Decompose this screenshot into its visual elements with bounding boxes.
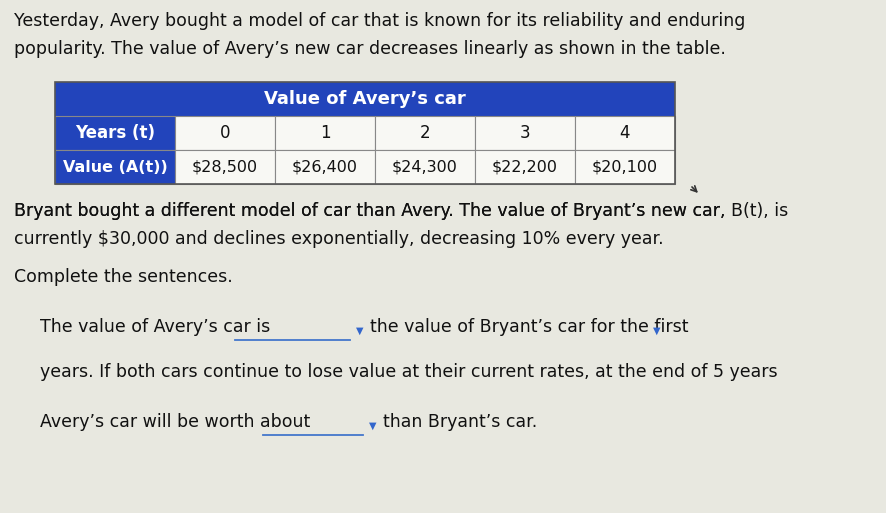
- Bar: [275, 150, 375, 184]
- Text: Yesterday, Avery bought a model of car that is known for its reliability and end: Yesterday, Avery bought a model of car t…: [14, 12, 744, 30]
- Text: Bryant bought a different model of car than Avery. The value of Bryant’s new car: Bryant bought a different model of car t…: [14, 202, 730, 220]
- Text: years. If both cars continue to lose value at their current rates, at the end of: years. If both cars continue to lose val…: [40, 363, 777, 381]
- Text: Bryant bought a different model of car than Avery. The value of Bryant’s new car: Bryant bought a different model of car t…: [14, 202, 730, 220]
- Bar: [574, 150, 674, 184]
- Text: The value of Avery’s car is: The value of Avery’s car is: [40, 318, 270, 336]
- Text: Bryant bought a different model of car than Avery. The value of Bryant’s new car: Bryant bought a different model of car t…: [14, 202, 788, 220]
- Bar: [55, 82, 674, 184]
- Text: 1: 1: [319, 124, 330, 142]
- Text: the value of Bryant’s car for the first: the value of Bryant’s car for the first: [369, 318, 688, 336]
- Text: 4: 4: [619, 124, 630, 142]
- Bar: [55, 150, 175, 184]
- Bar: [574, 116, 674, 150]
- Text: 0: 0: [220, 124, 230, 142]
- Text: ▼: ▼: [369, 421, 376, 431]
- Text: Avery’s car will be worth about: Avery’s car will be worth about: [40, 413, 310, 431]
- Text: ▼: ▼: [652, 326, 660, 336]
- Bar: [175, 116, 275, 150]
- Text: Value (A(t)): Value (A(t)): [63, 160, 167, 174]
- Text: Complete the sentences.: Complete the sentences.: [14, 268, 232, 286]
- Text: popularity. The value of Avery’s new car decreases linearly as shown in the tabl: popularity. The value of Avery’s new car…: [14, 40, 725, 58]
- Bar: [475, 116, 574, 150]
- Text: 3: 3: [519, 124, 530, 142]
- Text: Value of Avery’s car: Value of Avery’s car: [264, 90, 465, 108]
- Text: currently $30,000 and declines exponentially, decreasing 10% every year.: currently $30,000 and declines exponenti…: [14, 230, 663, 248]
- Bar: [175, 150, 275, 184]
- Bar: [55, 82, 674, 116]
- Text: Years (t): Years (t): [75, 124, 155, 142]
- Text: $24,300: $24,300: [392, 160, 457, 174]
- Bar: [475, 150, 574, 184]
- Text: $22,200: $22,200: [492, 160, 557, 174]
- Text: $26,400: $26,400: [291, 160, 358, 174]
- Text: 2: 2: [419, 124, 430, 142]
- Text: $20,100: $20,100: [591, 160, 657, 174]
- Bar: [375, 150, 475, 184]
- Text: than Bryant’s car.: than Bryant’s car.: [383, 413, 537, 431]
- Bar: [275, 116, 375, 150]
- Text: $28,500: $28,500: [191, 160, 258, 174]
- Bar: [375, 116, 475, 150]
- Text: ▼: ▼: [355, 326, 362, 336]
- Bar: [55, 116, 175, 150]
